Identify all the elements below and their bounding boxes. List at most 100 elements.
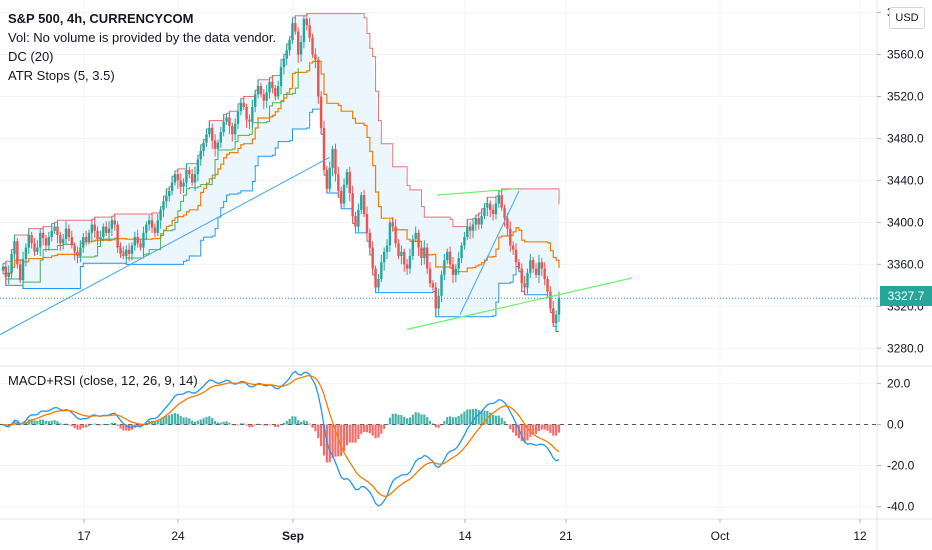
candle-body (328, 167, 331, 189)
candle-body (500, 195, 503, 208)
candle-body (477, 218, 480, 225)
histogram-bar (520, 424, 523, 441)
candle-body (448, 251, 452, 265)
histogram-bar (79, 424, 82, 430)
candle-body (371, 247, 374, 269)
histogram-bar (471, 408, 475, 425)
histogram-bar (285, 420, 288, 425)
x-tick-label: 14 (458, 529, 472, 543)
candle-body (308, 25, 311, 38)
currency-button[interactable]: USD (889, 7, 925, 29)
candle-body (142, 232, 145, 248)
candle-body (150, 220, 154, 228)
candle-body (296, 31, 300, 55)
histogram-bar (234, 424, 237, 426)
candle-body (440, 274, 443, 296)
y-tick-label: 3400.0 (887, 215, 924, 229)
candle-body (219, 132, 223, 143)
histogram-bar (408, 417, 412, 425)
time-axis[interactable]: 17 24 Sep 14 21 Oct 12 (77, 519, 867, 543)
candle-body (13, 241, 16, 254)
candle-body (168, 190, 171, 197)
dc-legend[interactable]: DC (20) (8, 49, 54, 64)
histogram-bar (162, 417, 165, 425)
histogram-bar (440, 424, 443, 426)
candle-body (153, 227, 157, 233)
histogram-bar (460, 413, 463, 425)
histogram-bar (251, 424, 254, 428)
volume-legend[interactable]: Vol: No volume is provided by the data v… (8, 30, 277, 45)
candle-body (122, 253, 125, 256)
candle-body (87, 232, 91, 242)
histogram-bar (420, 414, 423, 425)
candle-body (59, 234, 62, 244)
histogram-bar (437, 424, 440, 428)
symbol-title[interactable]: S&P 500, 4h, CURRENCYCOM (8, 11, 194, 26)
histogram-bar (302, 420, 306, 425)
candle-body (546, 279, 549, 292)
candle-body (466, 226, 469, 238)
histogram-bar (342, 424, 346, 452)
candle-body (526, 272, 529, 288)
candle-body (334, 148, 337, 175)
candle-body (506, 218, 509, 229)
histogram-bar (345, 424, 349, 446)
histogram-bar (532, 424, 535, 435)
candle-body (294, 23, 297, 32)
histogram-bar (39, 419, 42, 425)
candle-body (113, 220, 116, 225)
candle-body (288, 39, 291, 51)
indicator-axis[interactable]: 20.0 0.0 -20.0 -40.0 (877, 376, 915, 514)
price-candles[interactable] (1, 13, 561, 332)
candle-body (202, 142, 205, 152)
histogram-bar (274, 424, 277, 427)
histogram-bar (469, 409, 472, 425)
histogram-bar (122, 424, 125, 431)
y-tick-label: 20.0 (887, 376, 911, 390)
candle-body (365, 213, 369, 233)
histogram-bar (211, 418, 214, 425)
candle-body (79, 247, 82, 256)
candle-body (193, 174, 197, 183)
indicator-legend[interactable]: MACD+RSI (close, 12, 26, 9, 14) (8, 373, 198, 388)
histogram-bar (228, 422, 231, 425)
candle-body (380, 262, 383, 280)
histogram-bar (13, 420, 16, 425)
candle-body (311, 37, 314, 55)
candle-body (165, 196, 168, 202)
histogram-bar (288, 418, 291, 425)
candle-body (33, 243, 36, 252)
histogram-bar (168, 415, 171, 425)
x-tick-label: Oct (711, 529, 730, 543)
candle-body (107, 228, 111, 233)
candle-body (394, 226, 397, 244)
candle-body (337, 174, 340, 191)
histogram-bar (19, 424, 22, 426)
x-tick-label: Sep (282, 529, 304, 543)
candle-body (437, 295, 440, 309)
candle-body (61, 239, 65, 244)
histogram-bar (428, 420, 432, 425)
candle-body (411, 239, 415, 256)
candle-body (136, 237, 139, 244)
histogram-bar (537, 424, 541, 432)
candle-body (489, 203, 492, 210)
drawings[interactable] (0, 0, 877, 336)
histogram-bar (549, 424, 552, 434)
histogram-bar (308, 423, 311, 425)
histogram-bar (231, 424, 234, 426)
histogram-bar (388, 417, 392, 425)
histogram-bar (73, 424, 76, 429)
y-tick-label: 3480.0 (887, 131, 924, 145)
atr-legend[interactable]: ATR Stops (5, 3.5) (8, 68, 115, 83)
histogram-bar (299, 421, 303, 425)
histogram-bar (50, 420, 53, 425)
candle-body (491, 209, 495, 214)
candle-body (256, 86, 260, 95)
candle-body (557, 297, 561, 315)
histogram-bar (340, 424, 343, 456)
histogram-bar (125, 424, 128, 431)
candle-body (239, 102, 243, 112)
candle-body (222, 121, 225, 133)
